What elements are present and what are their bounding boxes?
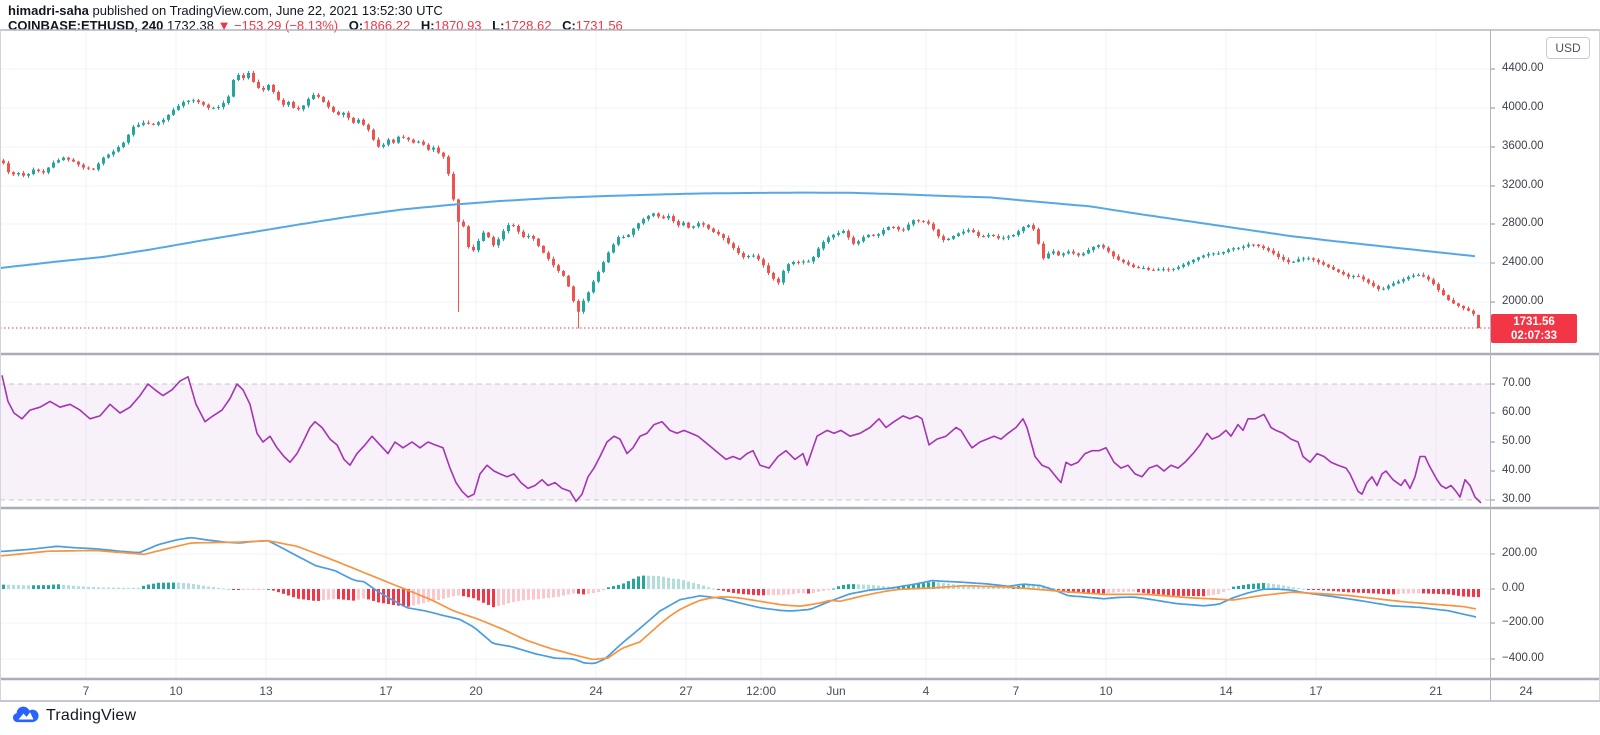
currency-badge[interactable]: USD: [1546, 37, 1590, 59]
price-tick-label: 2800.00: [1502, 217, 1544, 229]
author-name: himadri-saha: [8, 3, 89, 18]
time-tick-label: 7: [82, 684, 90, 698]
price-tick-label: 2400.00: [1502, 256, 1544, 268]
price-tick-label: 3200.00: [1502, 179, 1544, 191]
time-tick-label: 7: [1012, 684, 1020, 698]
macd-tick-label: −400.00: [1502, 652, 1544, 664]
rsi-tick-label: 30.00: [1502, 493, 1531, 505]
time-tick-label: 10: [1099, 684, 1113, 698]
byline: himadri-saha published on TradingView.co…: [8, 3, 443, 18]
last-price-badge-value: 1731.56: [1513, 316, 1555, 328]
rsi-tick-label: 60.00: [1502, 406, 1531, 418]
rsi-tick-label: 70.00: [1502, 377, 1531, 389]
price-axis[interactable]: 4400.00 4000.00 3600.00 3200.00 2800.00 2400.…: [1490, 30, 1600, 680]
time-tick-label: 10: [169, 684, 183, 698]
time-tick-label: 24: [589, 684, 603, 698]
byline-text: published on TradingView.com, June 22, 2…: [88, 3, 443, 18]
time-tick-label: 17: [1309, 684, 1323, 698]
bar-countdown: 02:07:33: [1510, 330, 1558, 342]
time-tick-label: 17: [379, 684, 393, 698]
tradingview-icon: [12, 704, 39, 728]
rsi-tick-label: 50.00: [1502, 435, 1531, 447]
last-price-badge: 1731.56 02:07:33: [1491, 314, 1577, 343]
time-tick-label: 20: [469, 684, 483, 698]
time-tick-label: 24: [1519, 684, 1533, 698]
price-tick-label: 2000.00: [1502, 295, 1544, 307]
time-axis[interactable]: 7 10 13 17 20 24 27 12:00 Jun 4 7 10 14 17 21 24: [0, 680, 1600, 702]
macd-tick-label: 200.00: [1502, 547, 1538, 559]
tradingview-logo[interactable]: TradingView: [12, 703, 136, 729]
macd-tick-label: −200.00: [1502, 616, 1544, 628]
tradingview-wordmark: TradingView: [46, 707, 137, 724]
time-tick-label: 4: [922, 684, 930, 698]
time-tick-label: 12:00: [745, 684, 777, 698]
time-tick-label: Jun: [826, 684, 846, 698]
time-tick-label: 21: [1429, 684, 1443, 698]
price-tick-label: 4000.00: [1502, 101, 1544, 113]
time-tick-label: 14: [1219, 684, 1233, 698]
price-tick-label: 4400.00: [1502, 62, 1544, 74]
macd-tick-label: 0.00: [1502, 582, 1525, 594]
price-tick-label: 3600.00: [1502, 140, 1544, 152]
time-tick-label: 27: [679, 684, 693, 698]
rsi-tick-label: 40.00: [1502, 464, 1531, 476]
time-tick-label: 13: [259, 684, 273, 698]
